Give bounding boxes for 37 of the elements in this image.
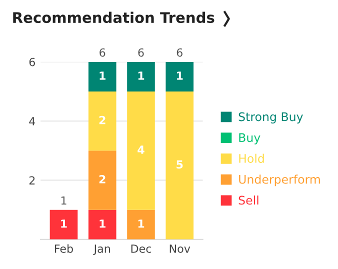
x-tick-label: Nov	[170, 244, 190, 253]
data-label: 1	[61, 220, 67, 228]
legend-label: Hold	[239, 154, 264, 163]
bar	[166, 62, 194, 92]
bar	[88, 62, 116, 92]
legend-label: Sell	[238, 196, 258, 205]
bar	[127, 91, 155, 210]
data-label: 1	[138, 72, 144, 80]
chart-title: Recommendation Trends	[13, 12, 214, 24]
y-tick-label: 6	[29, 58, 35, 66]
y-tick-label: 4	[29, 117, 36, 126]
data-label: 2	[99, 116, 106, 124]
data-label: 4	[138, 146, 144, 154]
y-tick-label: 2	[29, 176, 35, 184]
total-label: 6	[176, 48, 182, 57]
data-label: 5	[176, 160, 183, 169]
bar	[166, 91, 194, 240]
data-label: 1	[138, 220, 144, 228]
data-label: 2	[99, 175, 106, 184]
data-label: 1	[100, 72, 106, 80]
bar	[50, 210, 78, 240]
x-tick-label: Feb	[54, 244, 73, 253]
bar	[88, 150, 116, 210]
bar	[127, 210, 155, 240]
total-label: 1	[61, 196, 66, 205]
total-label: 6	[100, 48, 106, 57]
data-label: 1	[177, 72, 183, 80]
legend-label: Strong Buy	[238, 112, 303, 124]
data-label: 1	[100, 220, 106, 228]
x-tick-label: Dec	[131, 244, 152, 253]
bar	[88, 91, 116, 151]
legend-label: Buy	[239, 133, 260, 144]
bar	[127, 62, 155, 92]
legend-label: Underperform	[239, 174, 320, 186]
bar	[88, 210, 116, 240]
x-tick-label: Jan	[93, 244, 110, 255]
total-label: 6	[138, 48, 144, 57]
